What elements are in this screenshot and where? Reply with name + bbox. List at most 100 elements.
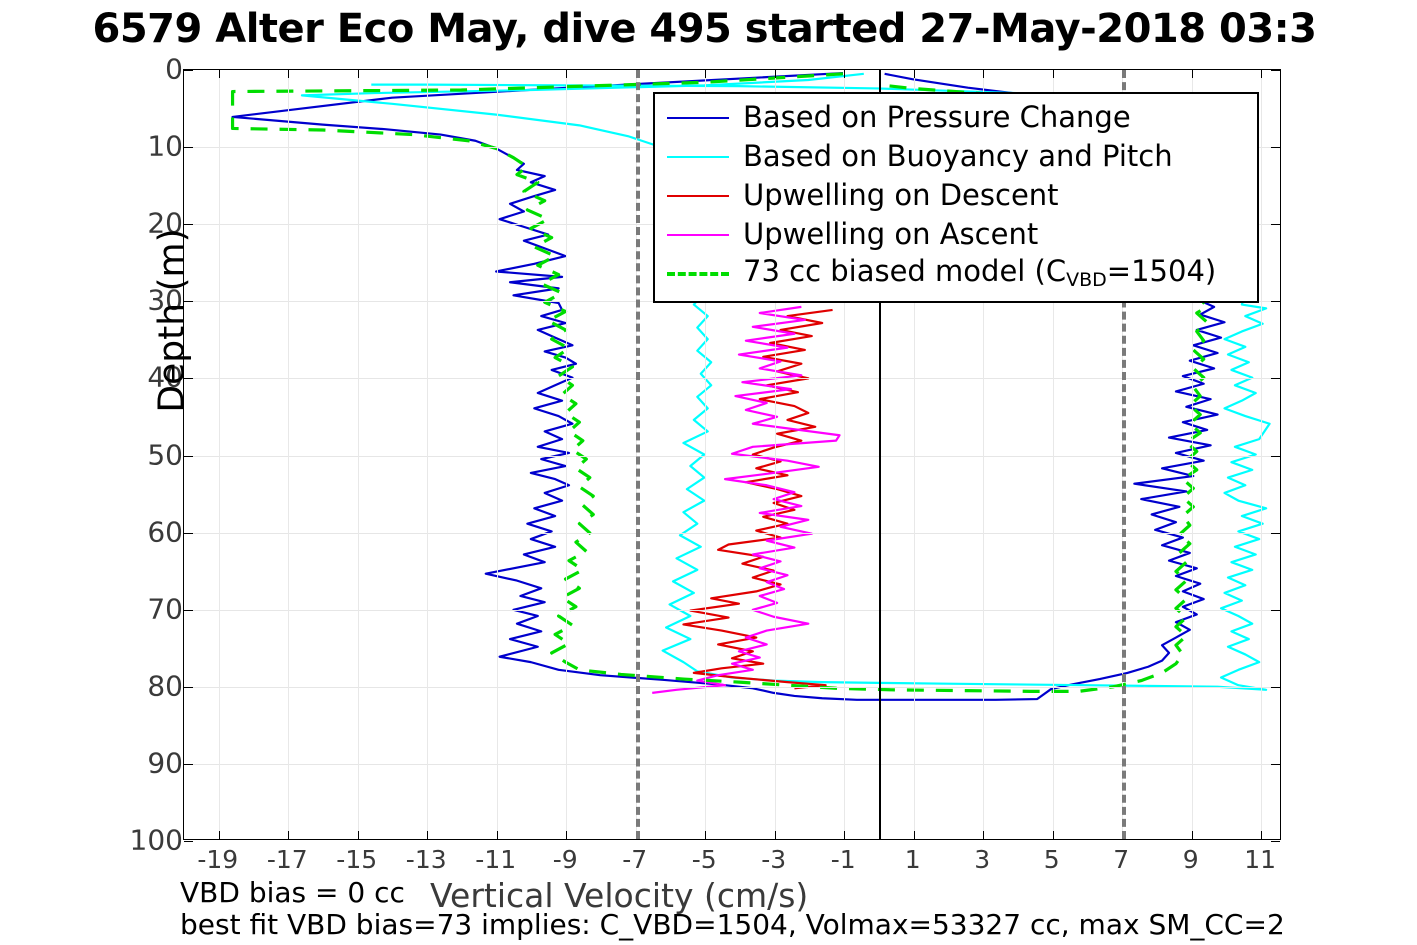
gridline-horizontal [184, 686, 1280, 688]
x-tick-label: -7 [622, 845, 648, 874]
tick-mark-y [184, 455, 193, 457]
tick-mark-x [496, 70, 498, 78]
x-tick-label: 5 [1043, 845, 1060, 874]
x-tick-label: 3 [974, 845, 991, 874]
gridline-vertical [1261, 70, 1263, 839]
legend-item-0[interactable]: Based on Pressure Change [655, 98, 1257, 137]
tick-mark-y [1271, 763, 1280, 765]
tick-mark-y [184, 147, 193, 149]
tick-mark-x [427, 831, 429, 839]
gridline-vertical [774, 70, 776, 839]
gridline-vertical [427, 70, 429, 839]
x-tick-label: 7 [1113, 845, 1130, 874]
gridline-vertical [357, 70, 359, 839]
x-tick-label: -17 [266, 845, 308, 874]
gridline-horizontal [184, 609, 1280, 611]
y-tick-label: 60 [147, 515, 183, 549]
reference-line-dashed [1122, 70, 1127, 839]
tick-mark-x [1261, 70, 1263, 78]
legend-item-4[interactable]: 73 cc biased model (CVBD=1504) [655, 254, 1257, 293]
tick-mark-y [1271, 378, 1280, 380]
tick-mark-y [184, 763, 193, 765]
gridline-vertical [983, 70, 985, 839]
figure-title: 6579 Alter Eco May, dive 495 started 27-… [0, 0, 1417, 62]
tick-mark-y [1271, 841, 1280, 842]
legend-label: 73 cc biased model (CVBD=1504) [743, 254, 1217, 291]
legend-item-1[interactable]: Based on Buoyancy and Pitch [655, 137, 1257, 176]
legend-item-2[interactable]: Upwelling on Descent [655, 176, 1257, 215]
tick-mark-y [1271, 147, 1280, 149]
tick-mark-y [184, 686, 193, 688]
tick-mark-y [184, 378, 193, 380]
legend-box: Based on Pressure Change Based on Buoyanc… [653, 92, 1259, 303]
x-tick-label: -19 [197, 845, 239, 874]
tick-mark-x [844, 831, 846, 839]
tick-mark-x [983, 831, 985, 839]
tick-mark-x [1052, 70, 1054, 78]
series-line-0 [231, 71, 1237, 701]
y-tick-label: 90 [147, 746, 183, 780]
tick-mark-x [566, 70, 568, 78]
gridline-vertical [844, 70, 846, 839]
tick-mark-y [1271, 609, 1280, 611]
gridline-vertical [496, 70, 498, 839]
x-tick-label: 9 [1182, 845, 1199, 874]
tick-mark-y [184, 70, 193, 71]
tick-mark-x [496, 831, 498, 839]
series-line-3 [652, 305, 841, 694]
x-tick-label: -3 [761, 845, 787, 874]
gridline-vertical [218, 70, 220, 839]
tick-mark-x [1191, 831, 1193, 839]
gridline-horizontal [184, 532, 1280, 534]
tick-mark-y [1271, 70, 1280, 71]
legend-label: Upwelling on Descent [743, 178, 1059, 212]
legend-swatch-icon [667, 271, 729, 276]
tick-mark-x [983, 70, 985, 78]
tick-mark-y [1271, 224, 1280, 226]
y-tick-label: 20 [147, 206, 183, 240]
gridline-horizontal [184, 455, 1280, 457]
tick-mark-x [705, 70, 707, 78]
tick-mark-y [184, 841, 193, 842]
tick-mark-x [427, 70, 429, 78]
reference-line-dashed [635, 70, 640, 839]
legend-label: Based on Buoyancy and Pitch [743, 139, 1173, 173]
y-tick-label: 50 [147, 438, 183, 471]
y-tick-label: 0 [165, 52, 183, 86]
gridline-horizontal [184, 378, 1280, 380]
x-tick-label: -15 [336, 845, 378, 874]
tick-mark-y [184, 609, 193, 611]
tick-mark-x [288, 831, 290, 839]
legend-swatch-icon [667, 116, 729, 119]
legend-swatch-icon [667, 194, 729, 197]
y-axis-title: Depth (m) [151, 228, 193, 413]
tick-mark-x [357, 70, 359, 78]
gridline-horizontal [184, 763, 1280, 765]
legend-label-subscript: VBD [1066, 269, 1107, 291]
tick-mark-x [774, 70, 776, 78]
vbd-bias-note: VBD bias = 0 cc [180, 876, 405, 909]
legend-item-3[interactable]: Upwelling on Ascent [655, 215, 1257, 254]
x-axis-title: Vertical Velocity (cm/s) [430, 876, 809, 915]
tick-mark-y [1271, 301, 1280, 303]
gridline-vertical [913, 70, 915, 839]
y-tick-label: 10 [147, 129, 183, 163]
tick-mark-y [184, 224, 193, 226]
tick-mark-x [218, 831, 220, 839]
tick-mark-x [913, 70, 915, 78]
gridline-vertical [566, 70, 568, 839]
y-tick-label: 40 [147, 360, 183, 394]
legend-label: Upwelling on Ascent [743, 217, 1039, 251]
x-tick-label: -9 [552, 845, 578, 874]
tick-mark-x [774, 831, 776, 839]
tick-mark-x [705, 831, 707, 839]
legend-label: Based on Pressure Change [743, 100, 1131, 134]
tick-mark-x [357, 831, 359, 839]
tick-mark-x [913, 831, 915, 839]
reference-line-zero [878, 70, 881, 839]
tick-mark-x [1261, 831, 1263, 839]
gridline-vertical [705, 70, 707, 839]
tick-mark-x [844, 70, 846, 78]
y-tick-label: 30 [147, 283, 183, 317]
